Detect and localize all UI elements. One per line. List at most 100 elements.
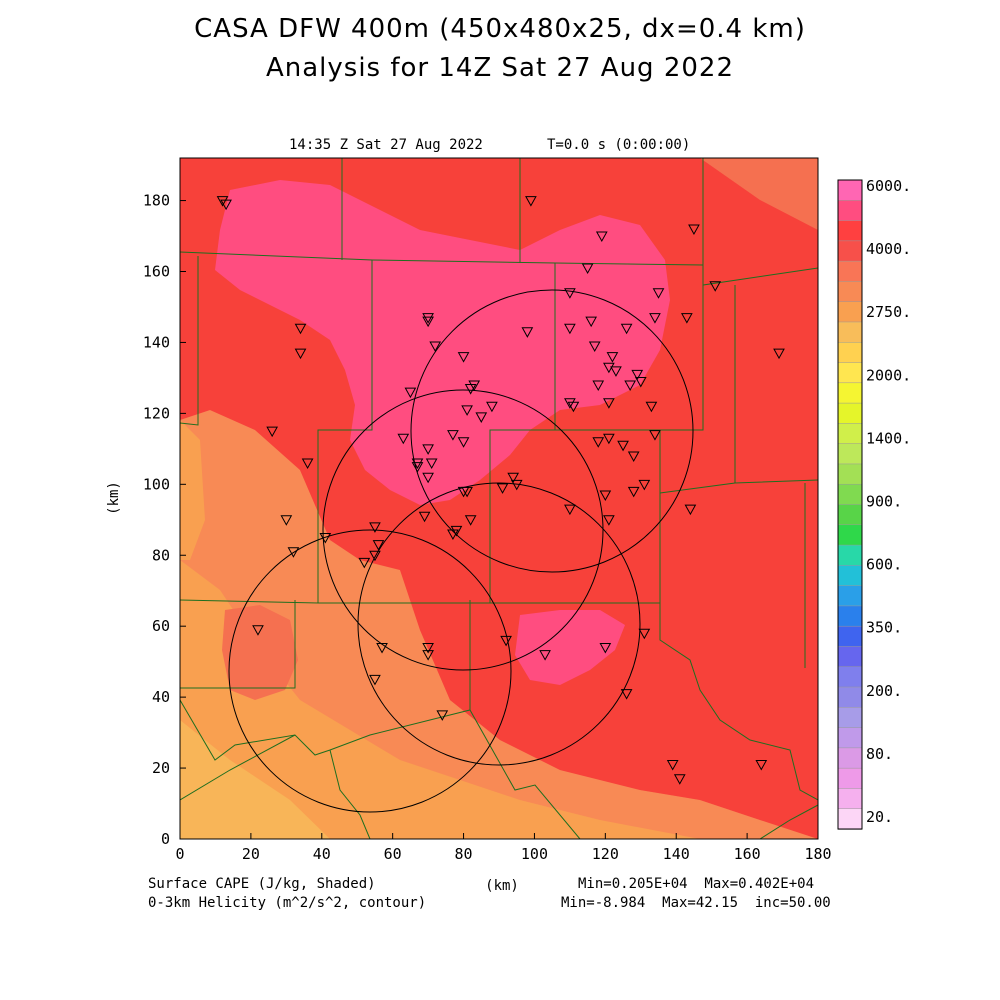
station-marker-icon (418, 511, 431, 523)
station-marker-icon (652, 288, 665, 299)
contour-field-label: 0-3km Helicity (m^2/s^2, contour) (148, 895, 427, 911)
station-marker-icon (564, 398, 576, 409)
station-marker-icon (404, 387, 417, 399)
colorbar-swatch (837, 767, 863, 790)
station-markers (216, 196, 785, 785)
station-marker-icon (450, 525, 463, 537)
plot-subtitle: Analysis for 14Z Sat 27 Aug 2022 (265, 53, 734, 83)
station-marker-icon (468, 380, 481, 392)
colorbar-swatch (837, 281, 863, 303)
station-marker-icon (422, 316, 434, 328)
station-marker-icon (610, 366, 622, 377)
station-marker-icon (447, 430, 459, 441)
station-marker-icon (252, 625, 264, 636)
station-marker-icon (422, 650, 434, 661)
colorbar-label: 6000. (866, 177, 911, 195)
colorbar-swatch (837, 402, 863, 425)
station-marker-icon (280, 515, 293, 526)
station-marker-icon (422, 444, 434, 455)
colorbar-swatch (837, 788, 863, 810)
x-tick-label: 180 (804, 845, 831, 863)
station-marker-icon (369, 522, 381, 533)
station-marker-icon (564, 323, 576, 335)
station-marker-icon (617, 440, 629, 452)
station-marker-icon (709, 281, 722, 292)
station-marker-icon (496, 483, 509, 494)
station-marker-icon (301, 458, 314, 470)
cape-shaded-field (180, 158, 818, 839)
station-marker-icon (500, 635, 512, 647)
station-marker-icon (358, 557, 371, 569)
colorbar-swatch (837, 808, 863, 830)
station-marker-icon (422, 313, 434, 324)
station-marker-icon (585, 316, 598, 328)
colorbar-swatch (837, 524, 863, 546)
colorbar-swatch (837, 585, 863, 607)
colorbar-swatch (837, 240, 863, 262)
station-marker-icon (266, 426, 279, 438)
y-tick-label: 160 (143, 263, 170, 281)
county-boundaries (180, 158, 818, 839)
colorbar-label: 350. (866, 619, 902, 637)
y-tick-label: 120 (143, 404, 170, 422)
colorbar-swatch (837, 544, 863, 567)
station-marker-icon (627, 451, 640, 462)
colorbar-label: 4000. (866, 240, 911, 258)
time-step-label: T=0.0 s (0:00:00) (547, 137, 691, 153)
station-marker-icon (429, 341, 442, 353)
station-marker-icon (649, 313, 661, 324)
station-marker-icon (599, 642, 612, 654)
y-tick-label: 40 (152, 688, 170, 706)
valid-time-label: 14:35 Z Sat 27 Aug 2022 (289, 137, 483, 153)
station-marker-icon (294, 348, 307, 360)
colorbar-label: 2750. (866, 303, 911, 321)
station-marker-icon (486, 401, 498, 413)
station-marker-icon (447, 529, 459, 540)
colorbar-swatch (837, 666, 863, 688)
station-marker-icon (755, 760, 768, 771)
colorbar-label: 80. (866, 745, 893, 763)
colorbar-swatch (837, 625, 863, 648)
map-frame (179, 157, 819, 840)
station-marker-icon (369, 550, 381, 562)
colorbar-swatch (837, 423, 863, 445)
y-axis-label: (km) (106, 481, 122, 515)
y-tick-label: 100 (143, 475, 170, 493)
station-marker-icon (461, 405, 473, 416)
station-marker-icon (369, 674, 381, 686)
colorbar-swatch (837, 504, 863, 526)
y-axis: 0 20 40 60 80 100 120 140 160 180 (143, 192, 186, 848)
colorbar-swatch (837, 605, 863, 627)
station-marker-icon (588, 341, 601, 353)
colorbar-swatch (837, 727, 863, 749)
colorbar-swatch (837, 342, 863, 364)
colorbar-swatch (837, 565, 863, 587)
station-marker-icon (603, 433, 615, 445)
station-marker-icon (564, 288, 576, 299)
station-marker-icon (624, 380, 636, 392)
shaded-field-stats: Min=0.205E+04 Max=0.402E+04 (578, 876, 815, 892)
station-marker-icon (216, 196, 229, 207)
station-marker-icon (220, 199, 232, 211)
colorbar-swatch (837, 646, 863, 668)
colorbar-swatch (837, 686, 863, 709)
colorbar-swatch (837, 382, 863, 404)
station-marker-icon (581, 263, 594, 274)
station-marker-icon (436, 710, 449, 721)
station-marker-icon (411, 462, 424, 473)
shaded-field-label: Surface CAPE (J/kg, Shaded) (148, 876, 376, 892)
station-marker-icon (666, 760, 679, 771)
station-marker-icon (564, 504, 576, 516)
station-marker-icon (603, 398, 615, 409)
station-marker-icon (411, 458, 424, 470)
station-marker-icon (464, 515, 477, 526)
colorbar-swatch (837, 179, 863, 202)
y-tick-label: 20 (152, 759, 170, 777)
station-marker-icon (599, 490, 612, 501)
station-marker-icon (592, 437, 605, 448)
x-tick-label: 0 (175, 845, 184, 863)
plot-title: CASA DFW 400m (450x480x25, dx=0.4 km) (194, 14, 806, 44)
x-tick-label: 100 (521, 845, 548, 863)
station-marker-icon (684, 504, 697, 516)
